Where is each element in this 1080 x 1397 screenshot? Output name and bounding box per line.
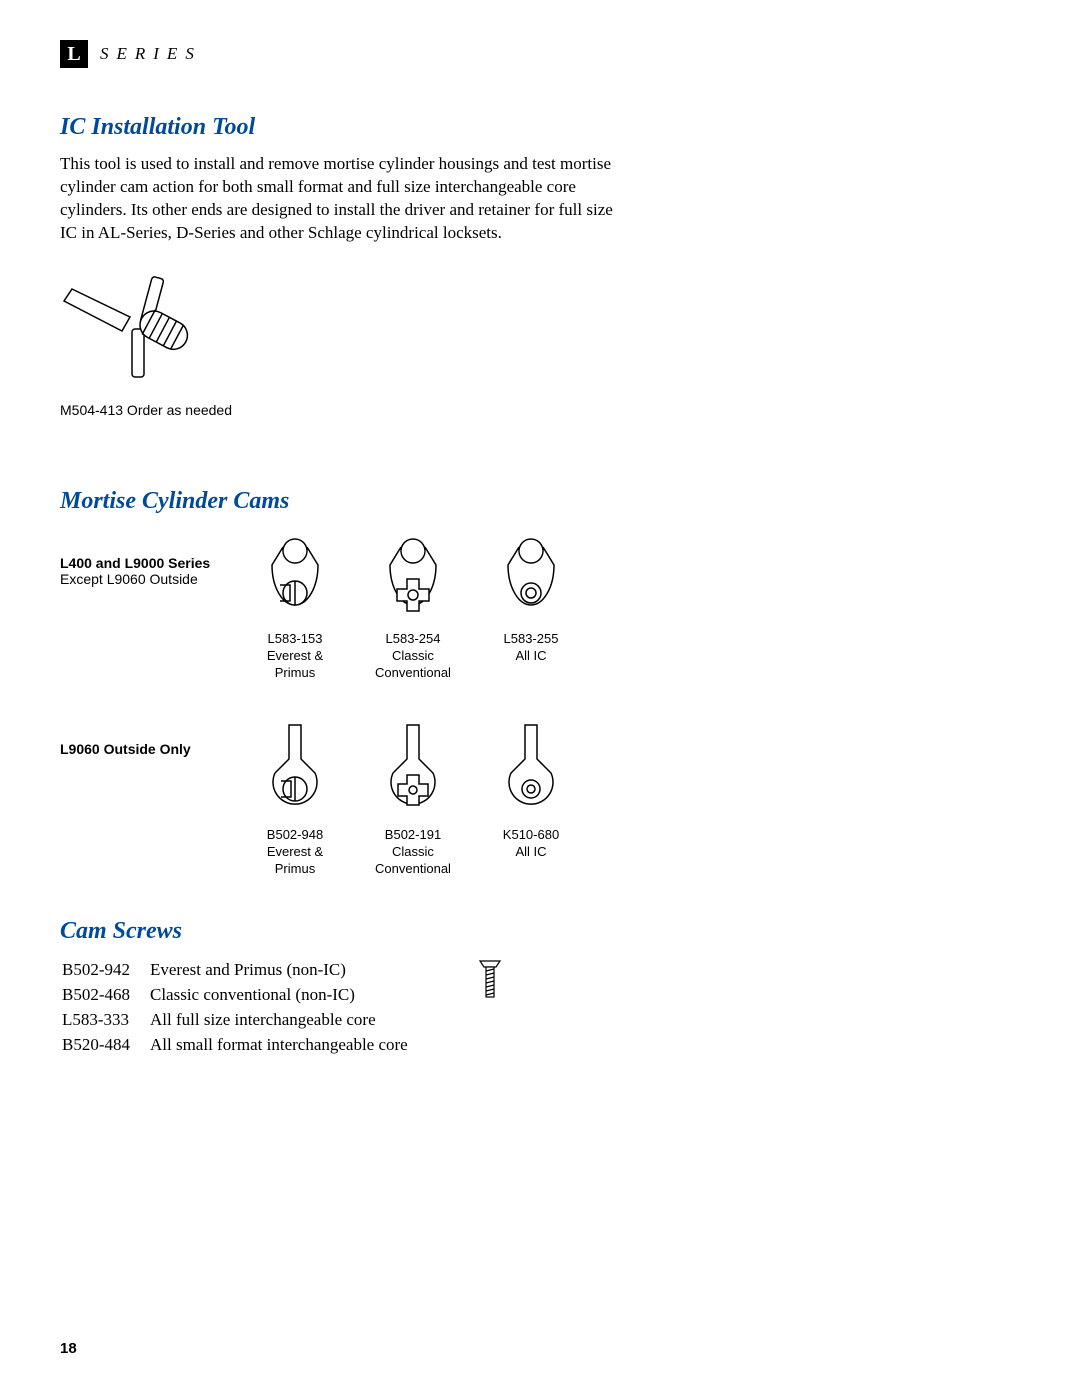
cam-desc: Everest & bbox=[267, 844, 323, 861]
cam-screws-block: B502-942 Everest and Primus (non-IC) B50… bbox=[60, 957, 1020, 1059]
cam-screws-title: Cam Screws bbox=[60, 918, 1020, 945]
cam-desc: Classic bbox=[375, 844, 451, 861]
table-row: B520-484 All small format interchangeabl… bbox=[62, 1034, 426, 1057]
cam-code: B502-948 bbox=[267, 827, 323, 844]
cam-desc: Conventional bbox=[375, 665, 451, 682]
cam-caption: K510-680 All IC bbox=[503, 827, 559, 861]
series-header: L SERIES bbox=[60, 40, 1020, 68]
cam-caption: L583-254 Classic Conventional bbox=[375, 631, 451, 682]
cam-desc: Conventional bbox=[375, 861, 451, 878]
screw-desc: Classic conventional (non-IC) bbox=[150, 984, 426, 1007]
cams-row-2: L9060 Outside Only B502-948 Everest & Pr… bbox=[60, 721, 1020, 878]
cam-shape-icon bbox=[383, 721, 443, 821]
screw-desc: All small format interchangeable core bbox=[150, 1034, 426, 1057]
ic-tool-title: IC Installation Tool bbox=[60, 114, 1020, 141]
screw-code: B520-484 bbox=[62, 1034, 148, 1057]
cam-desc: Classic bbox=[375, 648, 451, 665]
cam-desc: Everest & bbox=[267, 648, 323, 665]
cam-desc: Primus bbox=[267, 665, 323, 682]
table-row: B502-468 Classic conventional (non-IC) bbox=[62, 984, 426, 1007]
page-number: 18 bbox=[60, 1340, 77, 1357]
cam-code: L583-153 bbox=[267, 631, 323, 648]
ic-tool-figure bbox=[60, 269, 1020, 394]
cam-code: K510-680 bbox=[503, 827, 559, 844]
cam-item: L583-153 Everest & Primus bbox=[250, 535, 340, 682]
cam-desc: All IC bbox=[503, 844, 559, 861]
screw-desc: Everest and Primus (non-IC) bbox=[150, 959, 426, 982]
cam-caption: B502-948 Everest & Primus bbox=[267, 827, 323, 878]
l-badge: L bbox=[60, 40, 88, 68]
cams-row2-label: L9060 Outside Only bbox=[60, 721, 250, 757]
cam-shape-icon bbox=[501, 721, 561, 821]
cam-item: L583-255 All IC bbox=[486, 535, 576, 682]
cam-caption: B502-191 Classic Conventional bbox=[375, 827, 451, 878]
cam-code: L583-254 bbox=[375, 631, 451, 648]
cam-item: L583-254 Classic Conventional bbox=[368, 535, 458, 682]
screw-icon bbox=[478, 957, 502, 1003]
cam-caption: L583-153 Everest & Primus bbox=[267, 631, 323, 682]
cam-item: K510-680 All IC bbox=[486, 721, 576, 878]
table-row: B502-942 Everest and Primus (non-IC) bbox=[62, 959, 426, 982]
cam-shape-icon bbox=[265, 721, 325, 821]
cams-row1-label-bold: L400 and L9000 Series bbox=[60, 555, 250, 571]
ic-tool-body: This tool is used to install and remove … bbox=[60, 153, 620, 245]
series-text: SERIES bbox=[100, 44, 202, 64]
cam-code: L583-255 bbox=[504, 631, 559, 648]
table-row: L583-333 All full size interchangeable c… bbox=[62, 1009, 426, 1032]
ic-tool-icon bbox=[60, 269, 220, 389]
cam-code: B502-191 bbox=[375, 827, 451, 844]
cams-row2-label-bold: L9060 Outside Only bbox=[60, 741, 250, 757]
cams-row1-items: L583-153 Everest & Primus L583-254 Class… bbox=[250, 535, 576, 682]
cams-row1-label: L400 and L9000 Series Except L9060 Outsi… bbox=[60, 535, 250, 587]
cams-row-1: L400 and L9000 Series Except L9060 Outsi… bbox=[60, 535, 1020, 682]
cam-shape-icon bbox=[260, 535, 330, 625]
screw-desc: All full size interchangeable core bbox=[150, 1009, 426, 1032]
cam-desc: Primus bbox=[267, 861, 323, 878]
screw-code: B502-942 bbox=[62, 959, 148, 982]
cam-desc: All IC bbox=[504, 648, 559, 665]
mortise-cams-title: Mortise Cylinder Cams bbox=[60, 488, 1020, 515]
ic-tool-caption: M504-413 Order as needed bbox=[60, 402, 1020, 418]
cam-caption: L583-255 All IC bbox=[504, 631, 559, 665]
cam-shape-icon bbox=[378, 535, 448, 625]
cams-row2-items: B502-948 Everest & Primus B502-191 Class… bbox=[250, 721, 576, 878]
cam-item: B502-191 Classic Conventional bbox=[368, 721, 458, 878]
cams-row1-label-rest: Except L9060 Outside bbox=[60, 571, 250, 587]
screw-code: L583-333 bbox=[62, 1009, 148, 1032]
cam-screws-table: B502-942 Everest and Primus (non-IC) B50… bbox=[60, 957, 428, 1059]
badge-letter: L bbox=[67, 43, 80, 66]
cam-item: B502-948 Everest & Primus bbox=[250, 721, 340, 878]
cam-shape-icon bbox=[496, 535, 566, 625]
screw-code: B502-468 bbox=[62, 984, 148, 1007]
